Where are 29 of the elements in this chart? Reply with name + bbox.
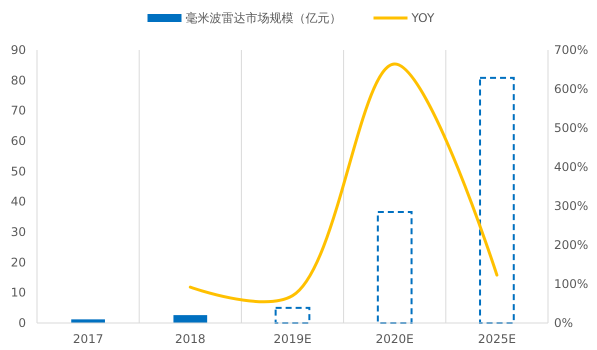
bar (173, 315, 208, 323)
y2-tick-label: 100% (554, 277, 588, 291)
bar (376, 210, 413, 324)
y-tick-label: 30 (10, 225, 26, 239)
x-tick-label: 2018 (175, 332, 206, 346)
y-tick-label: 20 (10, 255, 26, 270)
y2-tick-label: 500% (554, 121, 588, 135)
y-tick-label: 80 (10, 73, 26, 88)
y2-tick-label: 700% (554, 43, 588, 57)
x-tick-label: 2017 (72, 332, 104, 346)
y-tick-label: 60 (10, 134, 26, 148)
bar (274, 306, 310, 324)
y2-tick-label: 600% (554, 82, 588, 96)
x-tick-label: 2025E (478, 332, 516, 346)
y-tick-label: 90 (10, 43, 26, 57)
y2-tick-label: 300% (554, 199, 588, 213)
y2-tick-label: 0% (554, 316, 574, 330)
y-tick-label: 40 (10, 194, 26, 209)
legend-label: YOY (410, 11, 435, 25)
legend-label: 毫米波雷达市场规模（亿元） (186, 11, 342, 25)
x-tick-label: 2019E (273, 332, 312, 346)
y-tick-label: 0 (18, 316, 26, 330)
y-tick-label: 10 (10, 286, 26, 300)
y2-tick-label: 400% (554, 160, 588, 174)
x-tick-label: 2020E (376, 332, 414, 346)
bar (479, 76, 515, 324)
y2-tick-label: 200% (554, 238, 588, 252)
y-tick-label: 70 (10, 104, 26, 118)
y-tick-label: 50 (10, 164, 26, 178)
